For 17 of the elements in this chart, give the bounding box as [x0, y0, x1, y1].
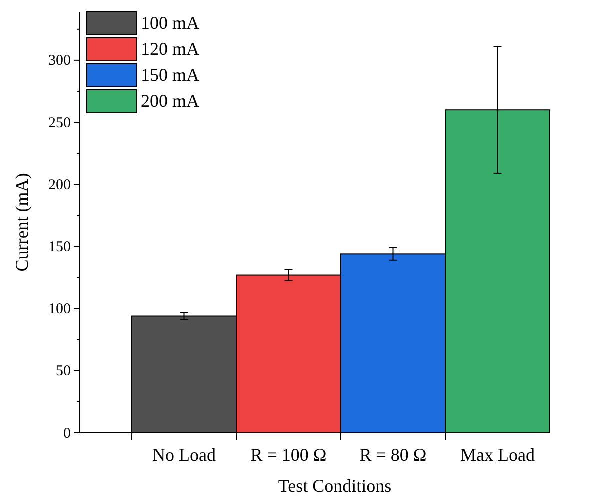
y-tick-label: 200	[48, 177, 71, 194]
x-tick-label: Max Load	[460, 445, 535, 465]
legend-label: 200 mA	[141, 91, 200, 111]
x-axis-title: Test Conditions	[278, 476, 392, 496]
y-axis-title: Current (mA)	[12, 173, 32, 272]
legend-label: 100 mA	[141, 13, 200, 33]
legend-label: 120 mA	[141, 39, 200, 59]
y-tick-label: 100	[48, 302, 71, 318]
legend-label: 150 mA	[141, 65, 200, 85]
y-tick-label: 50	[56, 364, 71, 380]
y-tick-label: 300	[48, 53, 71, 70]
y-tick-label: 0	[64, 426, 71, 442]
y-tick-label: 150	[48, 240, 71, 256]
x-tick-label: R = 100 Ω	[250, 445, 327, 465]
y-tick-label: 250	[48, 115, 71, 132]
x-tick-label: R = 80 Ω	[360, 445, 427, 465]
x-tick-label: No Load	[152, 445, 216, 465]
